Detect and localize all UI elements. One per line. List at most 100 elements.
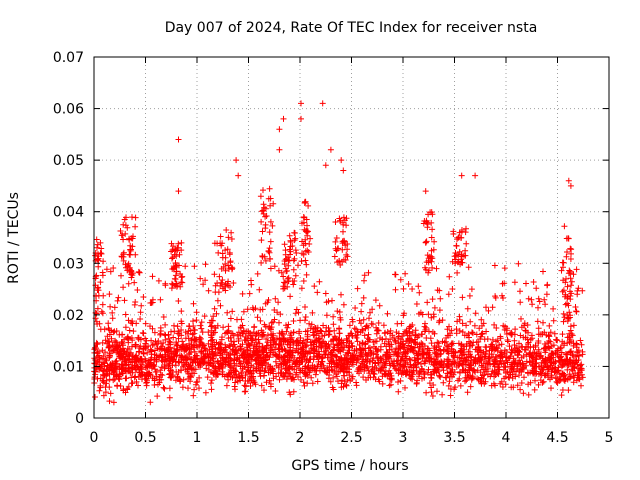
data-point (120, 249, 127, 256)
data-point (433, 346, 440, 353)
data-point (279, 346, 286, 353)
data-point (498, 378, 505, 385)
data-point (439, 317, 446, 324)
data-point (92, 368, 99, 375)
data-point (562, 301, 569, 308)
data-point (292, 347, 299, 354)
data-point (553, 378, 560, 385)
data-point (363, 377, 369, 383)
x-tick-label: 1.5 (237, 430, 259, 446)
data-point (267, 365, 274, 372)
data-point (270, 319, 277, 325)
data-point (386, 360, 393, 367)
data-point (543, 332, 550, 338)
data-point (541, 296, 548, 303)
data-point (197, 322, 204, 329)
data-point (356, 370, 362, 377)
data-point (541, 364, 548, 371)
data-point (414, 355, 421, 362)
data-point (454, 318, 461, 325)
data-point (302, 227, 309, 234)
data-point (462, 378, 468, 385)
data-point (196, 343, 203, 349)
data-point (355, 356, 362, 363)
data-point (142, 340, 149, 347)
data-point (483, 344, 490, 351)
data-point (310, 356, 317, 363)
data-point (421, 371, 427, 378)
data-point (262, 367, 269, 374)
data-point (205, 329, 212, 336)
data-point (369, 306, 376, 313)
data-point (97, 326, 104, 333)
data-point (319, 339, 326, 346)
data-point (402, 270, 409, 277)
data-point (461, 332, 468, 339)
data-point (422, 188, 429, 195)
data-point (219, 280, 226, 286)
data-point (280, 273, 287, 280)
data-point (538, 371, 545, 378)
data-point (572, 304, 579, 310)
data-point (382, 329, 389, 336)
data-point (303, 348, 310, 354)
data-point (140, 346, 147, 353)
data-point (522, 334, 529, 341)
data-point (424, 299, 431, 306)
data-point (484, 371, 491, 378)
y-tick-label: 0.07 (53, 50, 84, 66)
data-point (267, 218, 274, 225)
data-point (273, 373, 280, 380)
data-point (286, 389, 293, 396)
data-point (260, 187, 266, 194)
data-point (336, 348, 343, 354)
data-point (142, 320, 149, 327)
data-point (151, 354, 158, 361)
data-point (560, 372, 567, 378)
data-point (276, 146, 283, 153)
data-point (444, 342, 451, 349)
data-point (330, 321, 337, 328)
data-point (502, 381, 509, 388)
data-point (517, 386, 524, 393)
data-point (425, 311, 432, 318)
data-point (265, 361, 272, 368)
data-point (314, 352, 321, 359)
data-point (441, 358, 448, 365)
data-point (400, 344, 407, 350)
data-point (498, 353, 505, 360)
data-point (426, 357, 433, 364)
data-point (449, 286, 456, 292)
data-point (240, 308, 247, 315)
data-point (133, 378, 140, 385)
data-point (429, 255, 436, 262)
data-point (290, 329, 297, 336)
data-point (178, 239, 185, 246)
data-point (99, 269, 106, 276)
data-point (477, 369, 484, 376)
data-point (442, 374, 449, 381)
data-point (564, 376, 571, 383)
data-point (176, 251, 183, 258)
data-point (579, 348, 586, 355)
data-point (299, 351, 306, 357)
data-point (202, 261, 209, 268)
data-point (542, 301, 549, 308)
data-point (560, 264, 566, 271)
data-point (399, 351, 406, 358)
data-point (423, 389, 430, 396)
data-point (373, 351, 380, 358)
data-point (100, 359, 107, 366)
data-point (340, 228, 346, 235)
data-point (142, 358, 149, 365)
data-point (249, 356, 255, 363)
data-point (356, 317, 363, 324)
data-point (520, 390, 527, 397)
data-point (466, 292, 473, 299)
data-point (272, 358, 279, 365)
data-point (230, 280, 237, 286)
x-tick-label: 5 (605, 430, 614, 446)
data-point (191, 326, 198, 333)
